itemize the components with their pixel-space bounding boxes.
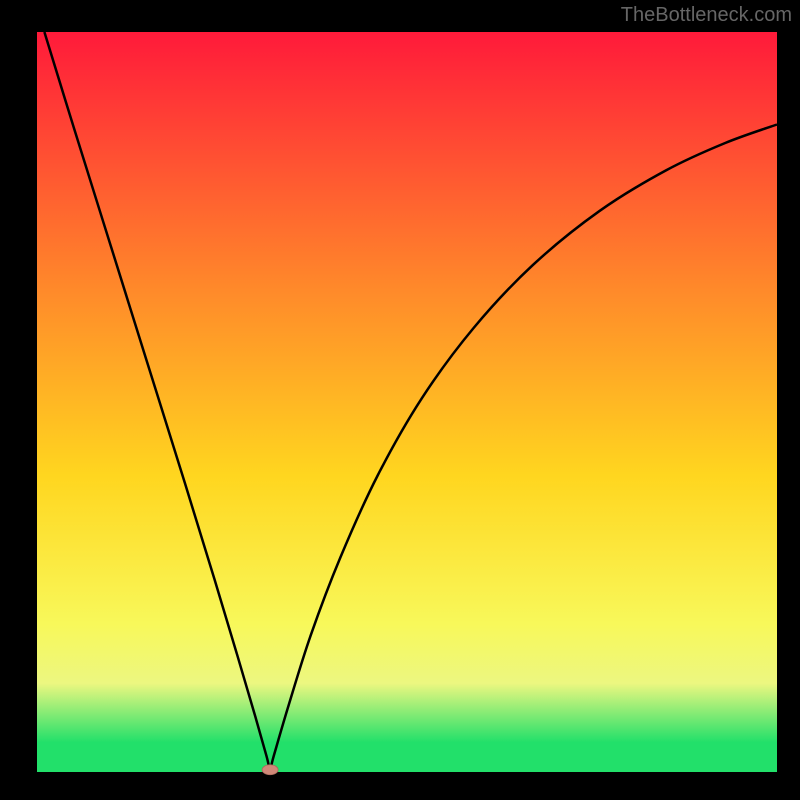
minimum-marker bbox=[262, 765, 278, 775]
watermark-text: TheBottleneck.com bbox=[621, 4, 792, 27]
bottleneck-curve bbox=[44, 32, 777, 768]
chart-svg bbox=[0, 0, 800, 800]
